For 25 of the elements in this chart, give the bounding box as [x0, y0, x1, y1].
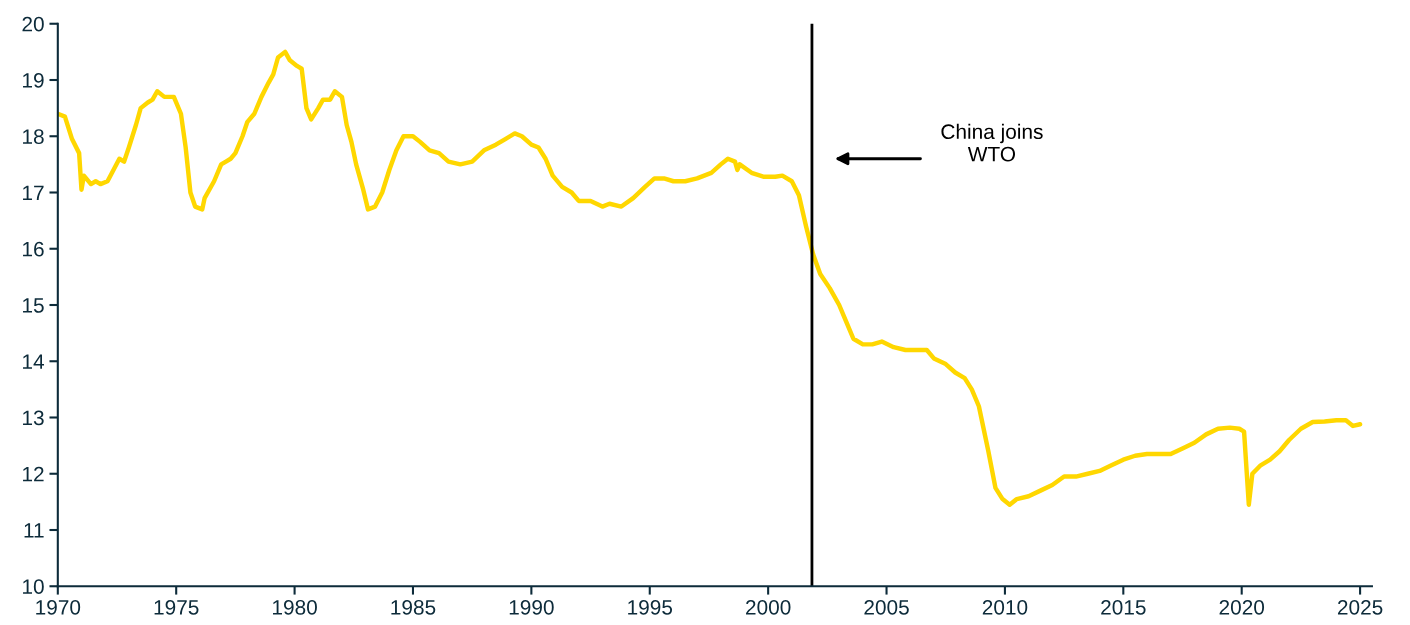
x-tick-label: 2015 [1101, 599, 1146, 615]
x-tick-label: 1970 [36, 599, 81, 615]
line-series [57, 49, 1363, 507]
ref-line-label: China joins WTO [941, 123, 1043, 162]
y-tick-label: 20 [22, 16, 44, 32]
y-tick-label: 10 [23, 579, 44, 594]
y-tick-label: 16 [23, 241, 44, 257]
x-tick-label: 1980 [273, 599, 317, 615]
y-tick-label: 17 [23, 185, 44, 201]
y-tick-label: 15 [23, 298, 44, 313]
y-tick-label: 13 [23, 410, 44, 426]
y-tick-label: 19 [23, 73, 44, 88]
y-tick-label: 12 [23, 466, 44, 482]
x-tick-label: 2020 [1219, 599, 1265, 615]
y-tick-label: 14 [23, 354, 45, 369]
x-tick-label: 2010 [982, 599, 1028, 615]
x-tick-label: 1985 [391, 599, 436, 615]
x-tick-label: 1975 [154, 599, 199, 615]
x-tick-label: 1995 [628, 599, 673, 615]
x-tick-label: 1990 [509, 599, 554, 615]
y-tick-label: 18 [23, 129, 44, 144]
x-tick-label: 2000 [746, 599, 791, 615]
y-tick-label: 11 [24, 523, 44, 538]
x-tick-label: 2025 [1337, 599, 1383, 615]
x-tick-label: 2005 [864, 599, 909, 615]
